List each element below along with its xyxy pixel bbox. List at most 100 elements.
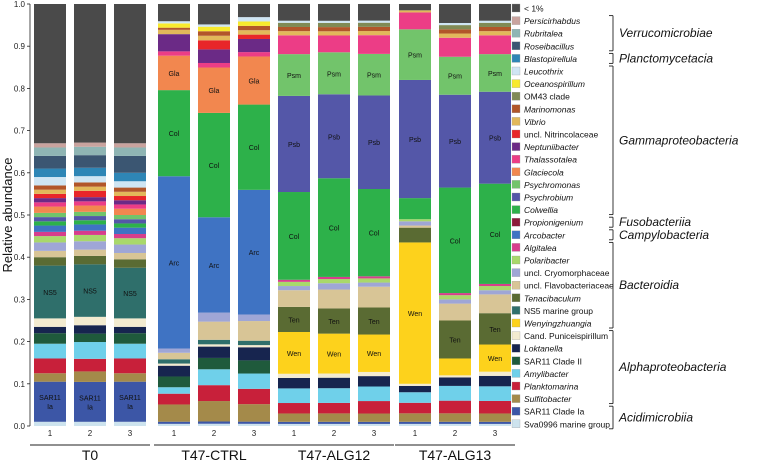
- legend-label: Marinomonas: [524, 104, 576, 114]
- segment-label: Gla: [209, 88, 220, 95]
- legend-swatch: [511, 407, 521, 416]
- bar-T47-ALG12-1: Wen Ten Col Psb Psm: [278, 4, 310, 426]
- bar-T47-ALG12-3: Wen Ten Col Psb Psm: [358, 4, 390, 426]
- segment-leucothrix: [278, 20, 310, 23]
- segment-uncl-cryomorphaceae: [114, 244, 146, 253]
- segment-ns5-marine-group: [238, 340, 270, 346]
- legend-label: Blastopirellula: [524, 54, 577, 64]
- legend-swatch: [511, 394, 521, 403]
- segment-vibrio: [114, 191, 146, 197]
- segment-psychromonas: [439, 56, 471, 95]
- legend-swatch: [511, 205, 521, 214]
- segment-planktomarina: [114, 358, 146, 374]
- y-tick-label: 0.2: [14, 338, 26, 347]
- axes-layer: 1 2 3 1 2 3 1 2 3 1 2 3 0.0 0.1 0.2 0.3 0.4 0.5 0.6 0.7 0.8 0…: [0, 0, 515, 463]
- segment-leucothrix: [198, 24, 230, 27]
- legend-label: Propionigenium: [524, 218, 583, 228]
- segment-tenacibaculum: [439, 320, 471, 359]
- segment-blastopirellula: [114, 172, 146, 182]
- segment-sulfitobacter: [318, 413, 350, 422]
- segment-leucothrix: [74, 176, 106, 183]
- segment-om43-clade: [479, 22, 511, 27]
- segment-glaciecola: [158, 55, 190, 91]
- bar-index-label: 2: [88, 429, 93, 438]
- segment-label: NS5: [43, 290, 57, 297]
- segment-planktomarina: [318, 402, 350, 414]
- segment-algitalea: [479, 283, 511, 287]
- legend-label: Arcobacter: [523, 230, 566, 240]
- segment-tenacibaculum: [358, 307, 390, 335]
- segment-label: Ten: [489, 327, 500, 334]
- segment-sar11-clade-ia: [439, 421, 471, 424]
- legend-item: Algitalea: [511, 243, 557, 253]
- segment-planktomarina: [358, 401, 390, 414]
- segment-polaribacter: [114, 238, 146, 245]
- segment-label: Ia: [47, 404, 53, 411]
- segment-rubritalea: [34, 147, 66, 156]
- class-label: Fusobacteriia: [619, 215, 691, 229]
- segment-loktanella: [34, 326, 66, 334]
- segment-sva0996-marine-group: [238, 423, 270, 426]
- segment-arcobacter: [74, 224, 106, 231]
- legend-swatch: [511, 66, 521, 76]
- segment-loktanella: [198, 346, 230, 358]
- legend-label: Rubritalea: [524, 29, 563, 39]
- legend-item: Vibrio: [511, 117, 546, 127]
- segment-polaribacter: [479, 286, 511, 291]
- segment-loktanella: [318, 377, 350, 389]
- segment-psychrobium: [439, 94, 471, 188]
- segment-tenacibaculum: [34, 257, 66, 266]
- y-tick-label: 0.1: [14, 380, 26, 389]
- segment-label: Ten: [328, 319, 339, 326]
- segment-marinomonas: [318, 27, 350, 32]
- segment-sar11-clade-ia: [198, 421, 230, 424]
- segment-label: Arc: [209, 263, 220, 270]
- legend-swatch: [511, 3, 521, 13]
- bar-T47-ALG13-2: Ten Col Psb Psm: [439, 4, 471, 426]
- segment-planktomarina: [158, 393, 190, 405]
- segment-sar11-clade-ia: [114, 381, 146, 422]
- bar-index-label: 2: [453, 429, 458, 438]
- legend-item: NS5 marine group: [511, 306, 593, 316]
- legend-swatch: [511, 218, 521, 227]
- segment-sar11-clade-ia: [278, 421, 310, 424]
- legend-swatch: [511, 369, 521, 378]
- segment-uncl-flavobacteriaceae: [358, 286, 390, 308]
- segment-sva0996-marine-group: [318, 423, 350, 426]
- segment-sar11-clade-ia: [238, 421, 270, 424]
- legend-swatch: [511, 41, 521, 50]
- segment-rubritalea: [114, 147, 146, 156]
- segment-label: Col: [369, 231, 380, 238]
- segment-uncl-flavobacteriaceae: [439, 303, 471, 321]
- segment-thalassotalea: [114, 204, 146, 209]
- segment-marinomonas: [358, 26, 390, 32]
- legend-item: Marinomonas: [511, 104, 576, 114]
- legend-label: Algitalea: [523, 243, 557, 253]
- legend-swatch: [511, 104, 521, 113]
- segment-sulfitobacter: [74, 371, 106, 382]
- segment-colwellia: [34, 221, 66, 226]
- segment-amylibacter: [74, 342, 106, 359]
- segment-wenyingzhuangia: [278, 331, 310, 374]
- class-label: Planctomycetacia: [619, 51, 713, 65]
- segment-thalassotalea: [238, 52, 270, 57]
- segment-leucothrix: [114, 181, 146, 188]
- legend-label: SAR11 Clade Ia: [524, 407, 585, 417]
- segment-vibrio: [358, 31, 390, 36]
- legend-item: Planktomarina: [511, 382, 579, 392]
- legend-item: Cand. Puniceispirillum: [511, 331, 608, 341]
- segment-cand-puniceispirillum: [114, 318, 146, 327]
- class-label: Acidimicrobiia: [618, 411, 693, 425]
- bar-T47-ALG13-3: Wen Ten Col Psb Psm: [479, 4, 511, 426]
- y-tick-label: 0.8: [14, 84, 26, 93]
- segment-thalassotalea: [479, 35, 511, 55]
- segment-uncl-cryomorphaceae: [479, 290, 511, 295]
- segment-planktomarina: [399, 402, 431, 414]
- segment-marinomonas: [198, 31, 230, 36]
- segment-cand-puniceispirillum: [158, 363, 190, 366]
- segment-sulfitobacter: [238, 404, 270, 422]
- legend-label: Loktanella: [524, 344, 563, 354]
- segment-polaribacter: [399, 219, 431, 222]
- segment-marinomonas: [238, 25, 270, 31]
- segment--1-: [74, 4, 106, 143]
